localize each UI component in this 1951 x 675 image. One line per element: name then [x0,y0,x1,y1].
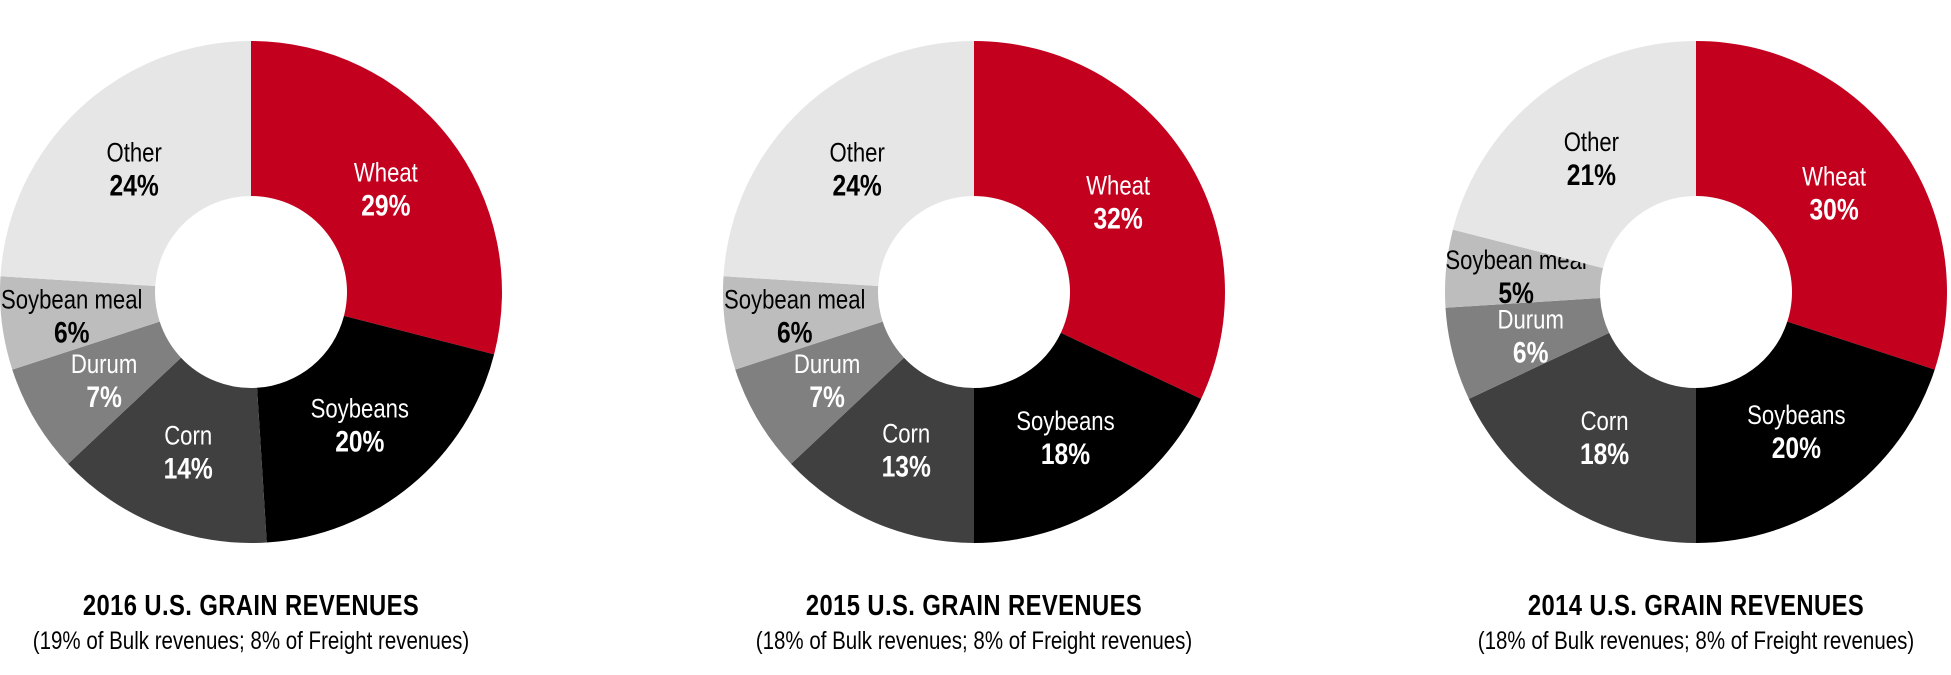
slice-value-label: 24% [833,168,882,202]
slice-label: Corn [1581,407,1629,437]
slice-value-label: 29% [361,188,410,222]
slice-soybean-meal [0,276,160,370]
slice-value-label: 20% [335,424,384,458]
slice-label: Wheat [1802,163,1866,193]
slice-other [723,41,974,286]
slice-wheat [1696,41,1947,370]
chart-title: 2016 U.S. GRAIN REVENUES [82,590,420,622]
slice-corn [791,357,974,543]
slice-label: Corn [164,422,212,452]
caption-2014: 2014 U.S. GRAIN REVENUES (18% of Bulk re… [1396,590,1951,656]
slice-value-label: 13% [882,449,931,483]
slice-corn [68,357,267,543]
slice-label: Other [106,139,161,169]
slice-durum [12,321,182,464]
slice-soybeans [1696,321,1935,543]
slice-label: Durum [794,350,860,380]
slice-soybean-meal [723,276,883,370]
slice-soybean-meal [1444,229,1604,308]
slice-soybeans [257,315,495,543]
slice-label: Other [829,139,884,169]
caption-2016: 2016 U.S. GRAIN REVENUES (19% of Bulk re… [0,590,551,656]
slice-label: Soybeans [311,395,409,425]
caption-2015: 2015 U.S. GRAIN REVENUES (18% of Bulk re… [674,590,1274,656]
slice-value-label: 30% [1809,192,1858,226]
slice-wheat [251,41,502,355]
slice-value-label: 24% [110,168,159,202]
slice-label: Other [1564,128,1619,158]
chart-subtitle: (18% of Bulk revenues; 8% of Freight rev… [1477,627,1915,655]
slice-soybeans [974,332,1202,543]
chart-title: 2014 U.S. GRAIN REVENUES [1527,590,1865,622]
slice-value-label: 7% [809,380,845,414]
slice-value-label: 32% [1093,201,1142,235]
slice-value-label: 6% [54,315,90,349]
slice-durum [1445,298,1610,399]
slice-label: Soybean meal [724,286,865,316]
slice-value-label: 6% [1513,335,1549,369]
slice-label: Wheat [1086,172,1150,202]
slice-value-label: 20% [1772,431,1821,465]
slice-value-label: 6% [777,315,813,349]
donut-chart-2: Wheat30%Soybeans20%Corn18%Durum6%Soybean… [1444,41,1947,543]
slice-value-label: 18% [1580,437,1629,471]
slice-value-label: 5% [1498,276,1534,310]
slice-other [1452,41,1696,269]
chart-subtitle: (18% of Bulk revenues; 8% of Freight rev… [755,627,1193,655]
slice-label: Durum [71,350,137,380]
slice-other [0,41,252,286]
chart-subtitle: (19% of Bulk revenues; 8% of Freight rev… [32,627,470,655]
chart-title: 2015 U.S. GRAIN REVENUES [805,590,1143,622]
slice-durum [735,321,905,464]
slice-label: Durum [1497,305,1563,335]
slice-label: Soybeans [1016,407,1114,437]
slice-value-label: 21% [1567,158,1616,192]
slice-corn [1468,332,1696,543]
slice-value-label: 7% [86,380,122,414]
slice-label: Soybean meal [1,286,142,316]
slice-wheat [974,41,1225,399]
slice-label: Wheat [354,158,418,188]
slice-label: Corn [882,420,930,450]
slice-value-label: 18% [1041,437,1090,471]
slice-label: Soybeans [1747,401,1845,431]
slice-value-label: 14% [164,451,213,485]
